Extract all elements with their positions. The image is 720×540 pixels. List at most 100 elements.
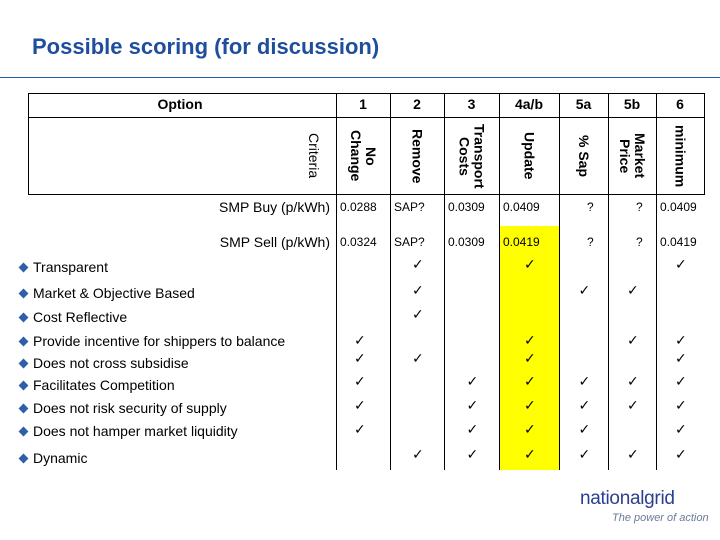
option-number: 5a <box>575 96 592 112</box>
check-mark-icon: ✓ <box>578 374 591 390</box>
check-mark-icon: ✓ <box>627 374 639 390</box>
table-right-border <box>704 93 705 195</box>
check-mark-icon: ✓ <box>354 374 366 390</box>
price-cell: ? <box>636 200 643 214</box>
option-name: Update <box>521 132 538 180</box>
option-name: Remove <box>409 128 426 184</box>
criteria-label: Does not risk security of supply <box>33 400 227 416</box>
price-cell: ? <box>587 235 594 249</box>
table-left-border <box>28 93 29 195</box>
criteria-label: Market & Objective Based <box>33 285 195 301</box>
price-row-label: SMP Buy (p/kWh) <box>219 199 330 215</box>
option-number: 1 <box>359 96 367 112</box>
criteria-item: Transparent <box>18 259 108 275</box>
title-divider <box>0 77 720 78</box>
check-mark-icon: ✓ <box>578 283 591 299</box>
option-name: Market Price <box>617 133 648 179</box>
criteria-label: Transparent <box>33 259 108 275</box>
criteria-item: Does not cross subsidise <box>18 355 189 371</box>
check-mark-icon: ✓ <box>412 307 424 323</box>
price-cell: 0.0324 <box>340 235 377 249</box>
criteria-label: Facilitates Competition <box>33 377 175 393</box>
criteria-item: Dynamic <box>18 450 87 466</box>
check-mark-icon: ✓ <box>524 374 536 390</box>
criteria-label: Cost Reflective <box>33 309 128 325</box>
check-mark-icon: ✓ <box>412 351 424 367</box>
criteria-label: Does not cross subsidise <box>33 355 189 371</box>
table-top-border <box>28 93 704 94</box>
check-mark-icon: ✓ <box>412 447 424 463</box>
check-mark-icon: ✓ <box>354 351 366 367</box>
criteria-label: Provide incentive for shippers to balanc… <box>33 333 286 349</box>
column-divider <box>656 93 657 470</box>
bullet-icon <box>18 358 29 368</box>
column-divider <box>390 93 391 470</box>
check-mark-icon: ✓ <box>675 422 687 438</box>
bullet-icon <box>18 380 29 390</box>
check-mark-icon: ✓ <box>466 447 479 463</box>
criteria-item: Cost Reflective <box>18 309 127 325</box>
price-cell: ? <box>636 235 643 249</box>
option-number: 2 <box>413 96 421 112</box>
criteria-item: Facilitates Competition <box>18 377 175 393</box>
criteria-item: Market & Objective Based <box>18 285 195 301</box>
column-divider <box>608 93 609 470</box>
check-mark-icon: ✓ <box>524 257 536 273</box>
option-header: Option <box>157 96 203 112</box>
header-rule <box>28 117 704 118</box>
check-mark-icon: ✓ <box>675 374 687 390</box>
highlight-column <box>499 226 559 470</box>
check-mark-icon: ✓ <box>354 398 366 414</box>
bullet-icon <box>18 262 29 272</box>
check-mark-icon: ✓ <box>627 333 639 349</box>
page-title: Possible scoring (for discussion) <box>32 34 380 59</box>
bullet-icon <box>18 312 29 322</box>
check-mark-icon: ✓ <box>675 447 687 463</box>
check-mark-icon: ✓ <box>412 283 424 299</box>
nationalgrid-logo: nationalgrid <box>580 488 675 509</box>
price-cell: 0.0419 <box>503 235 540 249</box>
check-mark-icon: ✓ <box>524 351 536 367</box>
price-cell: SAP? <box>394 235 425 249</box>
column-divider <box>559 93 560 470</box>
option-name: % Sap <box>576 134 592 177</box>
price-cell: ? <box>587 200 594 214</box>
logo-tagline: The power of action <box>612 512 709 524</box>
check-mark-icon: ✓ <box>524 447 536 463</box>
criteria-label: Does not hamper market liquidity <box>33 423 238 439</box>
check-mark-icon: ✓ <box>578 398 591 414</box>
check-mark-icon: ✓ <box>466 422 479 438</box>
price-cell: SAP? <box>394 200 425 214</box>
check-mark-icon: ✓ <box>627 283 639 299</box>
column-divider <box>444 93 445 470</box>
check-mark-icon: ✓ <box>578 422 591 438</box>
column-divider <box>336 93 337 470</box>
criteria-item: Does not hamper market liquidity <box>18 423 238 439</box>
bullet-icon <box>18 288 29 298</box>
check-mark-icon: ✓ <box>524 422 536 438</box>
criteria-label: Dynamic <box>33 450 88 466</box>
bullet-icon <box>18 453 29 463</box>
criteria-header: Criteria <box>306 133 322 179</box>
bullet-icon <box>18 426 29 436</box>
check-mark-icon: ✓ <box>627 398 639 414</box>
check-mark-icon: ✓ <box>675 398 687 414</box>
column-divider <box>499 93 500 470</box>
option-name: Transport Costs <box>456 123 488 189</box>
check-mark-icon: ✓ <box>524 398 536 414</box>
price-cell: 0.0409 <box>503 200 540 214</box>
option-number: 3 <box>467 96 476 112</box>
check-mark-icon: ✓ <box>354 422 366 438</box>
bullet-icon <box>18 336 29 346</box>
price-cell: 0.0309 <box>448 235 485 249</box>
check-mark-icon: ✓ <box>412 257 424 273</box>
check-mark-icon: ✓ <box>675 333 687 349</box>
option-name: minimum <box>672 124 689 188</box>
check-mark-icon: ✓ <box>466 398 479 414</box>
check-mark-icon: ✓ <box>578 447 591 463</box>
check-mark-icon: ✓ <box>466 374 479 390</box>
criteria-item: Does not risk security of supply <box>18 400 227 416</box>
bullet-icon <box>18 403 29 413</box>
price-cell: 0.0419 <box>660 235 697 249</box>
option-name: No Change <box>348 130 379 182</box>
